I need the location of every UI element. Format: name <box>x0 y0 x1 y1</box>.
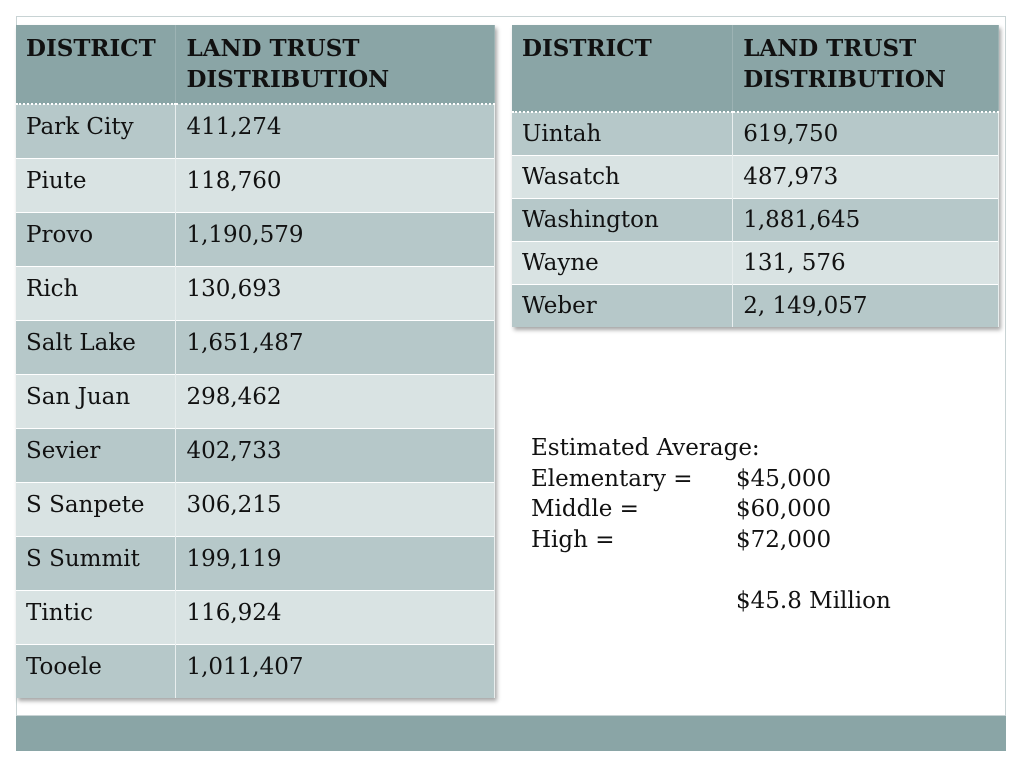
distribution-cell: 1,190,579 <box>175 212 495 267</box>
distribution-cell: 619,750 <box>732 111 999 156</box>
estimate-label: Elementary = <box>531 465 693 492</box>
distribution-cell: 306,215 <box>175 482 495 537</box>
estimate-value: $72,000 <box>736 526 832 553</box>
table-row: Wayne 131, 576 <box>512 241 999 285</box>
estimate-total: $45.8 Million <box>736 587 891 614</box>
table-row: Tooele 1,011,407 <box>16 644 495 698</box>
table-header-row: DISTRICT LAND TRUST DISTRIBUTION <box>16 25 495 105</box>
district-cell: San Juan <box>16 374 177 429</box>
table-row: San Juan 298,462 <box>16 374 495 429</box>
estimate-value: $60,000 <box>736 496 832 522</box>
table-row: Tintic 116,924 <box>16 590 495 645</box>
table-row: Wasatch 487,973 <box>512 155 999 199</box>
land-trust-table-right: DISTRICT LAND TRUST DISTRIBUTION Uintah 6… <box>512 25 999 327</box>
distribution-cell: 2, 149,057 <box>732 284 999 327</box>
table-row: Sevier 402,733 <box>16 428 495 483</box>
distribution-column-header: LAND TRUST DISTRIBUTION <box>732 25 999 113</box>
district-cell: Salt Lake <box>16 320 177 375</box>
land-trust-table-left: DISTRICT LAND TRUST DISTRIBUTION Park Ci… <box>16 25 495 698</box>
table-header-row: DISTRICT LAND TRUST DISTRIBUTION <box>512 25 999 113</box>
estimate-total-row: $45.8 Million <box>531 586 891 617</box>
district-column-header: DISTRICT <box>512 25 734 113</box>
table-row: Rich 130,693 <box>16 266 495 321</box>
table-row: S Summit 199,119 <box>16 536 495 591</box>
distribution-cell: 1,011,407 <box>175 644 495 698</box>
district-cell: Washington <box>512 198 734 242</box>
district-cell: Tooele <box>16 644 177 698</box>
district-cell: Tintic <box>16 590 177 645</box>
table-row: Provo 1,190,579 <box>16 212 495 267</box>
footer-bar <box>16 716 1006 751</box>
district-cell: S Summit <box>16 536 177 591</box>
table-row: Piute 118,760 <box>16 158 495 213</box>
distribution-cell: 1,881,645 <box>732 198 999 242</box>
district-cell: Sevier <box>16 428 177 483</box>
distribution-cell: 487,973 <box>732 155 999 199</box>
distribution-cell: 402,733 <box>175 428 495 483</box>
estimate-row-high: High = $72,000 <box>531 525 831 556</box>
district-cell: Wasatch <box>512 155 734 199</box>
distribution-column-header: LAND TRUST DISTRIBUTION <box>175 25 495 105</box>
distribution-cell: 298,462 <box>175 374 495 429</box>
distribution-cell: 118,760 <box>175 158 495 213</box>
estimate-value: $45,000 <box>736 465 832 492</box>
table-row: Uintah 619,750 <box>512 111 999 156</box>
estimate-spacer <box>531 555 760 586</box>
district-cell: Piute <box>16 158 177 213</box>
table-row: Park City 411,274 <box>16 103 495 159</box>
table-row: Weber 2, 149,057 <box>512 284 999 327</box>
estimate-label: Middle = <box>531 496 639 522</box>
district-cell: Wayne <box>512 241 734 285</box>
distribution-cell: 411,274 <box>175 103 495 159</box>
distribution-cell: 131, 576 <box>732 241 999 285</box>
district-cell: Rich <box>16 266 177 321</box>
estimate-heading: Estimated Average: <box>531 435 760 461</box>
district-cell: Weber <box>512 284 734 327</box>
table-row: Salt Lake 1,651,487 <box>16 320 495 375</box>
district-cell: S Sanpete <box>16 482 177 537</box>
estimate-row-elementary: Elementary = $45,000 <box>531 464 831 495</box>
distribution-cell: 130,693 <box>175 266 495 321</box>
district-cell: Provo <box>16 212 177 267</box>
estimate-label: High = <box>531 526 615 553</box>
distribution-cell: 116,924 <box>175 590 495 645</box>
table-row: S Sanpete 306,215 <box>16 482 495 537</box>
distribution-cell: 199,119 <box>175 536 495 591</box>
estimated-average-block: Estimated Average: Elementary = $45,000 … <box>531 433 891 617</box>
district-cell: Park City <box>16 103 177 159</box>
district-cell: Uintah <box>512 111 734 156</box>
table-row: Washington 1,881,645 <box>512 198 999 242</box>
distribution-cell: 1,651,487 <box>175 320 495 375</box>
estimate-row-middle: Middle = $60,000 <box>531 494 831 525</box>
district-column-header: DISTRICT <box>16 25 177 105</box>
